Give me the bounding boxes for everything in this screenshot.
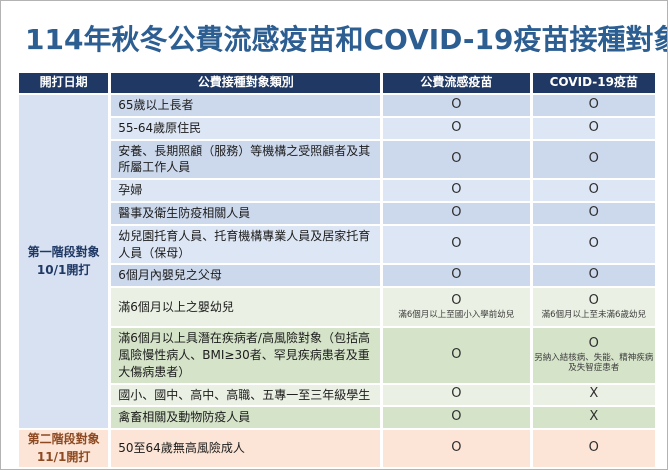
- category-cell: 安養、長期照顧（服務）等機構之受照顧者及其所屬工作人員: [111, 140, 381, 179]
- category-cell: 國小、國中、高中、高職、五專一至三年級學生: [111, 384, 381, 406]
- category-cell: 55-64歲原住民: [111, 117, 381, 139]
- flu-value-cell: O: [383, 265, 530, 287]
- covid-value-cell: O: [532, 265, 655, 287]
- covid-value-cell: O 另納入結核病、失能、精神疾病及失智症患者: [532, 328, 655, 383]
- covid-note: 滿6個月以上至未滿6歲幼兒: [541, 309, 646, 320]
- category-cell: 滿6個月以上之嬰幼兒: [111, 288, 381, 327]
- table-row: 滿6個月以上之嬰幼兒 O 滿6個月以上至國小入學前幼兒 O 滿6個月以上至未滿6…: [19, 288, 655, 327]
- category-cell: 6個月內嬰兒之父母: [111, 265, 381, 287]
- flu-value-cell: O: [383, 202, 530, 224]
- header-covid-vaccine: COVID-19疫苗: [532, 73, 655, 93]
- category-cell: 65歲以上長者: [111, 95, 381, 116]
- flu-value-cell: O: [383, 225, 530, 264]
- table-row: 幼兒園托育人員、托育機構專業人員及居家托育人員（保母） O O: [19, 225, 655, 264]
- phase1-label-line1: 第一階段對象: [27, 245, 100, 260]
- covid-value-cell: O: [532, 430, 655, 468]
- covid-value-cell: O 滿6個月以上至未滿6歲幼兒: [532, 288, 655, 327]
- category-cell: 禽畜相關及動物防疫人員: [111, 407, 381, 429]
- covid-value-cell: O: [532, 202, 655, 224]
- category-cell: 滿6個月以上具潛在疾病者/高風險對象（包括高風險慢性病人、BMI≥30者、罕見疾…: [111, 328, 381, 383]
- flu-note: 滿6個月以上至國小入學前幼兒: [398, 309, 515, 320]
- header-category: 公費接種對象類別: [111, 73, 381, 93]
- phase1-cell: 第一階段對象 10/1開打: [19, 95, 109, 429]
- category-cell: 幼兒園托育人員、托育機構專業人員及居家托育人員（保母）: [111, 225, 381, 264]
- flu-value-cell: O: [383, 430, 530, 468]
- flu-value-cell: O: [383, 117, 530, 139]
- flu-value-cell: O: [383, 95, 530, 116]
- table-row: 滿6個月以上具潛在疾病者/高風險對象（包括高風險慢性病人、BMI≥30者、罕見疾…: [19, 328, 655, 383]
- covid-value-cell: O: [532, 95, 655, 116]
- header-start-date: 開打日期: [19, 73, 109, 93]
- covid-value-cell: O: [532, 225, 655, 264]
- flu-mark: O: [451, 292, 462, 308]
- covid-value-cell: X: [532, 407, 655, 429]
- flu-value-cell: O 滿6個月以上至國小入學前幼兒: [383, 288, 530, 327]
- flu-value-cell: O: [383, 180, 530, 201]
- covid-value-cell: O: [532, 140, 655, 179]
- flu-value-cell: O: [383, 384, 530, 406]
- flu-value-cell: O: [383, 407, 530, 429]
- covid-mark: O: [588, 292, 599, 308]
- category-cell: 50至64歲無高風險成人: [111, 430, 381, 468]
- flu-value-cell: O: [383, 140, 530, 179]
- covid-value-cell: O: [532, 180, 655, 201]
- phase1-label-line2: 10/1開打: [36, 262, 91, 277]
- table-row: 禽畜相關及動物防疫人員 O X: [19, 407, 655, 429]
- table-header-row: 開打日期 公費接種對象類別 公費流感疫苗 COVID-19疫苗: [19, 73, 655, 93]
- covid-mark: O: [588, 335, 599, 351]
- category-cell: 醫事及衛生防疫相關人員: [111, 202, 381, 224]
- table-row: 第一階段對象 10/1開打 65歲以上長者 O O: [19, 95, 655, 429]
- table-row: 醫事及衛生防疫相關人員 O O: [19, 202, 655, 224]
- table-row: 6個月內嬰兒之父母 O O: [19, 265, 655, 287]
- page-title: 114年秋冬公費流感疫苗和COVID-19疫苗接種對象: [25, 23, 668, 56]
- covid-value-cell: X: [532, 384, 655, 406]
- phase2-label-line2: 11/1開打: [36, 449, 91, 464]
- table-row: 55-64歲原住民 O O: [19, 117, 655, 139]
- covid-note: 另納入結核病、失能、精神疾病及失智症患者: [534, 352, 654, 374]
- phase2-cell: 第二階段對象 11/1開打: [19, 430, 109, 468]
- table-row: 國小、國中、高中、高職、五專一至三年級學生 O X: [19, 384, 655, 406]
- category-cell: 孕婦: [111, 180, 381, 201]
- table-row: 孕婦 O O: [19, 180, 655, 201]
- table-row: 安養、長期照顧（服務）等機構之受照顧者及其所屬工作人員 O O: [19, 140, 655, 179]
- vaccine-table: 開打日期 公費接種對象類別 公費流感疫苗 COVID-19疫苗 第一階段對象 1…: [16, 71, 658, 469]
- phase2-label-line1: 第二階段對象: [27, 432, 100, 447]
- header-flu-vaccine: 公費流感疫苗: [383, 73, 530, 93]
- covid-value-cell: O: [532, 117, 655, 139]
- flu-value-cell: O: [383, 328, 530, 383]
- table-row: 第二階段對象 11/1開打 50至64歲無高風險成人 O O: [19, 430, 655, 468]
